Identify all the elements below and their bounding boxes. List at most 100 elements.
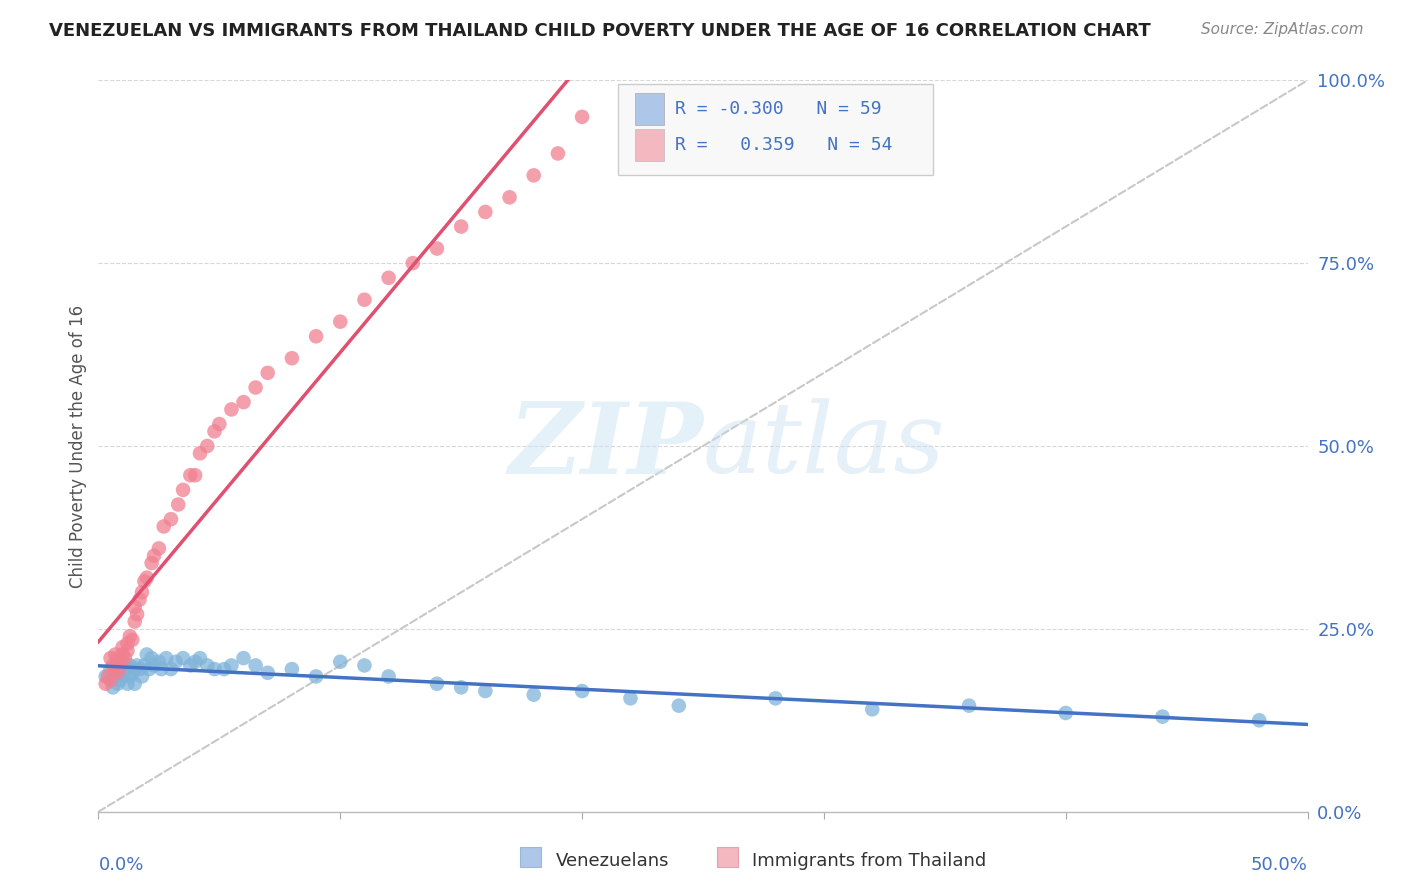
Point bbox=[111, 669, 134, 683]
Point bbox=[619, 691, 641, 706]
FancyBboxPatch shape bbox=[636, 93, 664, 125]
Point bbox=[165, 655, 187, 669]
Text: Venezuelans: Venezuelans bbox=[555, 852, 669, 870]
Point bbox=[107, 665, 129, 680]
Point bbox=[184, 468, 207, 483]
Point bbox=[1054, 706, 1077, 720]
Point bbox=[111, 640, 134, 655]
Point bbox=[108, 658, 131, 673]
Point bbox=[117, 662, 139, 676]
Point bbox=[208, 417, 231, 431]
Point bbox=[143, 658, 166, 673]
Point bbox=[523, 688, 546, 702]
Point bbox=[329, 315, 352, 329]
Text: Immigrants from Thailand: Immigrants from Thailand bbox=[752, 852, 987, 870]
Point bbox=[97, 669, 120, 683]
Point bbox=[131, 585, 153, 599]
Point bbox=[121, 632, 143, 647]
Point bbox=[155, 651, 177, 665]
Point bbox=[117, 644, 139, 658]
Point bbox=[124, 662, 146, 676]
Point bbox=[232, 651, 254, 665]
Point bbox=[221, 658, 243, 673]
Point bbox=[353, 293, 375, 307]
Point bbox=[184, 655, 207, 669]
Point bbox=[148, 541, 170, 556]
Point bbox=[111, 648, 134, 662]
Point bbox=[160, 662, 183, 676]
Point bbox=[426, 242, 449, 256]
Point bbox=[221, 402, 243, 417]
Point bbox=[1249, 714, 1271, 728]
Point bbox=[118, 658, 141, 673]
Point bbox=[111, 655, 134, 669]
Point bbox=[281, 351, 304, 366]
Point bbox=[107, 665, 129, 680]
Point bbox=[167, 498, 190, 512]
Point bbox=[127, 658, 149, 673]
Point bbox=[135, 571, 157, 585]
Point bbox=[104, 662, 127, 676]
FancyBboxPatch shape bbox=[636, 129, 664, 161]
Point bbox=[426, 676, 449, 690]
Point bbox=[117, 676, 139, 690]
Point bbox=[353, 658, 375, 673]
Point bbox=[179, 468, 201, 483]
Point bbox=[107, 651, 129, 665]
Point bbox=[108, 673, 131, 687]
Point bbox=[195, 658, 218, 673]
Point bbox=[547, 146, 569, 161]
Point bbox=[114, 662, 136, 676]
Point bbox=[118, 669, 141, 683]
Point bbox=[143, 549, 166, 563]
Text: Source: ZipAtlas.com: Source: ZipAtlas.com bbox=[1201, 22, 1364, 37]
Text: 0.0%: 0.0% bbox=[98, 855, 143, 873]
Point bbox=[498, 190, 520, 204]
Point bbox=[100, 651, 122, 665]
Text: ZIP: ZIP bbox=[508, 398, 703, 494]
Y-axis label: Child Poverty Under the Age of 16: Child Poverty Under the Age of 16 bbox=[69, 304, 87, 588]
Point bbox=[128, 592, 150, 607]
Text: R = -0.300   N = 59: R = -0.300 N = 59 bbox=[675, 100, 882, 118]
Point bbox=[100, 673, 122, 687]
Point bbox=[256, 665, 278, 680]
Point bbox=[121, 665, 143, 680]
Point bbox=[124, 676, 146, 690]
Point bbox=[474, 205, 496, 219]
Point bbox=[281, 662, 304, 676]
Point bbox=[571, 684, 593, 698]
Point bbox=[571, 110, 593, 124]
Point bbox=[134, 574, 156, 589]
Point bbox=[124, 599, 146, 614]
Point bbox=[195, 439, 218, 453]
Text: atlas: atlas bbox=[703, 399, 946, 493]
Point bbox=[135, 648, 157, 662]
Point bbox=[152, 519, 174, 533]
Point bbox=[377, 669, 399, 683]
Point bbox=[124, 615, 146, 629]
Point bbox=[172, 483, 194, 497]
Point bbox=[101, 658, 124, 673]
Point bbox=[450, 681, 472, 695]
Point bbox=[402, 256, 425, 270]
Point bbox=[179, 658, 201, 673]
Point bbox=[94, 676, 117, 690]
Point bbox=[957, 698, 980, 713]
Point bbox=[256, 366, 278, 380]
Point bbox=[305, 329, 328, 343]
Point bbox=[860, 702, 883, 716]
Point bbox=[104, 648, 127, 662]
Point bbox=[94, 669, 117, 683]
Point bbox=[141, 556, 163, 570]
Point bbox=[232, 395, 254, 409]
Point bbox=[134, 658, 156, 673]
Point bbox=[204, 662, 226, 676]
Point bbox=[131, 669, 153, 683]
Point bbox=[765, 691, 787, 706]
Point bbox=[160, 512, 183, 526]
Point bbox=[245, 380, 267, 394]
Point bbox=[305, 669, 328, 683]
Text: VENEZUELAN VS IMMIGRANTS FROM THAILAND CHILD POVERTY UNDER THE AGE OF 16 CORRELA: VENEZUELAN VS IMMIGRANTS FROM THAILAND C… bbox=[49, 22, 1152, 40]
Bar bbox=[717, 847, 738, 867]
Point bbox=[212, 662, 235, 676]
